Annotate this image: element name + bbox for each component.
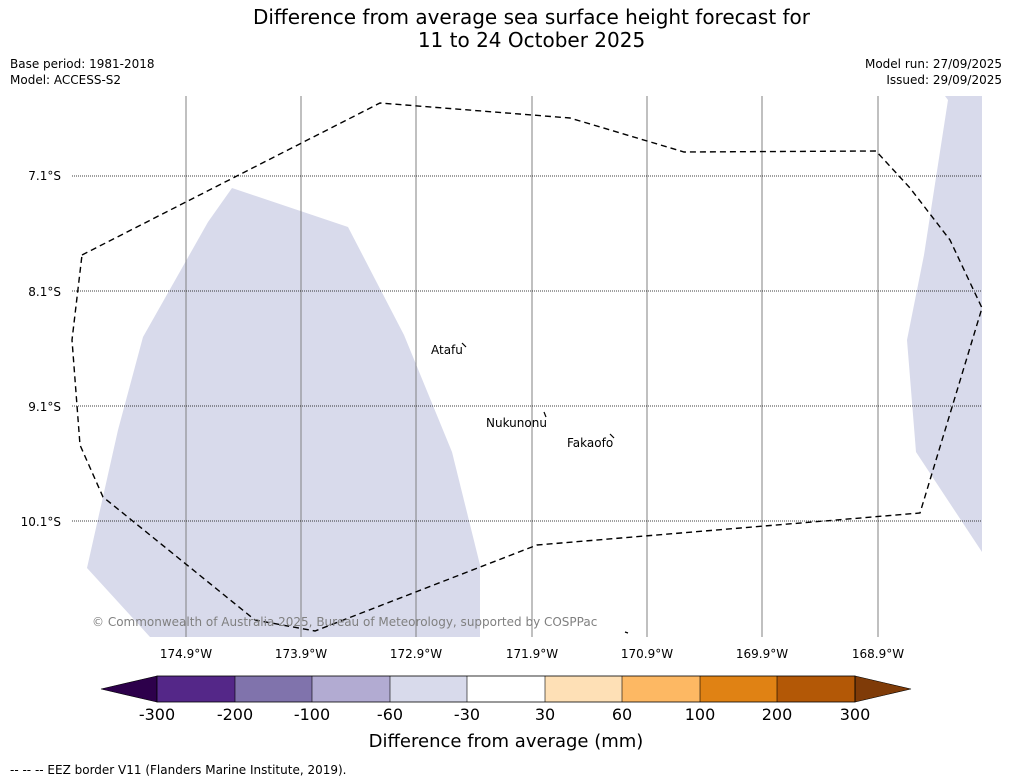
eez-legend-note: -- -- -- EEZ border V11 (Flanders Marine… [10, 763, 347, 777]
colorbar-segment [312, 676, 390, 702]
islands [461, 342, 629, 634]
eez-border [71, 102, 983, 632]
title-line-1: Difference from average sea surface heig… [252, 5, 811, 29]
colorbar-tick: 200 [762, 705, 793, 724]
place-label-fakaofo: Fakaofo [567, 436, 613, 450]
colorbar-tick: -100 [294, 705, 330, 724]
lon-label: 168.9°W [852, 647, 904, 661]
colorbar-tick: 300 [840, 705, 871, 724]
lon-label: 173.9°W [275, 647, 327, 661]
colorbar-segment [390, 676, 467, 702]
atafu-island [461, 342, 467, 348]
colorbar-outline [156, 675, 856, 703]
issued-date: Issued: 29/09/2025 [886, 73, 1002, 87]
lon-label: 172.9°W [390, 647, 442, 661]
colorbar-segment [545, 676, 622, 702]
lat-label: 8.1°S [28, 285, 61, 299]
lon-label: 169.9°W [736, 647, 788, 661]
small-islet [624, 631, 629, 634]
colorbar-label: Difference from average (mm) [369, 731, 644, 752]
map-title: Difference from average sea surface heig… [0, 6, 1011, 52]
model-run: Model run: 27/09/2025 [864, 57, 1002, 71]
colorbar-segment [700, 676, 777, 702]
lat-label: 9.1°S [28, 400, 61, 414]
colorbar-tick: 100 [685, 705, 716, 724]
latitude-labels: 7.1°S 8.1°S 9.1°S 10.1°S [21, 169, 61, 529]
lon-label: 171.9°W [506, 647, 558, 661]
colorbar-tick: 60 [612, 705, 632, 724]
lon-label: 170.9°W [621, 647, 673, 661]
colorbar-tick: -300 [139, 705, 175, 724]
meta-left: Base period: 1981-2018 Model: ACCESS-S2 [10, 56, 155, 88]
base-period: Base period: 1981-2018 [10, 57, 155, 71]
place-label-nukunonu: Nukunonu [486, 416, 547, 430]
fakaofo-island [609, 433, 615, 439]
colorbar-segment [622, 676, 700, 702]
colorbar-segment [157, 676, 235, 702]
colorbar-ticks: -300 -200 -100 -60 -30 30 60 100 200 300 [139, 705, 870, 724]
colorbar-segment [235, 676, 312, 702]
lat-label: 10.1°S [21, 515, 61, 529]
colorbar-segment [467, 676, 545, 702]
anomaly-region-west [87, 188, 480, 637]
place-label-atafu: Atafu [431, 343, 463, 357]
nukunonu-island [543, 411, 547, 418]
longitude-labels: 174.9°W 173.9°W 172.9°W 171.9°W 170.9°W … [160, 647, 904, 661]
anomaly-regions [87, 96, 982, 637]
colorbar-tick: 30 [535, 705, 555, 724]
colorbar-segment [777, 676, 855, 702]
colorbar-tick: -60 [377, 705, 403, 724]
colorbar-tick: -30 [454, 705, 480, 724]
model-name: Model: ACCESS-S2 [10, 73, 122, 87]
lon-label: 174.9°W [160, 647, 212, 661]
colorbar-arrow-low [100, 675, 158, 703]
anomaly-region-east [907, 96, 982, 552]
colorbar-tick: -200 [217, 705, 253, 724]
colorbar: -300 -200 -100 -60 -30 30 60 100 200 300… [100, 675, 912, 752]
colorbar-arrow-high [854, 675, 912, 703]
lat-label: 7.1°S [28, 169, 61, 183]
meta-right: Model run: 27/09/2025 Issued: 29/09/2025 [865, 56, 1002, 88]
title-line-2: 11 to 24 October 2025 [417, 28, 646, 52]
copyright-text: © Commonwealth of Australia 2025, Bureau… [92, 615, 597, 629]
